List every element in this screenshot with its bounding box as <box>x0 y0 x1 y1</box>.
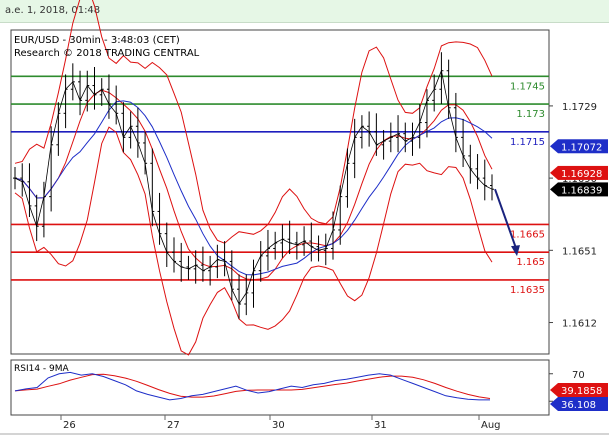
price-tag <box>558 165 608 180</box>
x-tick-label: 31 <box>374 420 387 431</box>
rsi-tag <box>558 397 608 411</box>
rsi-line <box>14 371 490 401</box>
price-panel-frame <box>10 29 550 355</box>
forecast-arrow-line <box>494 188 517 249</box>
y-tick-label: 1.1651 <box>562 246 597 257</box>
y-tick-label: 1.1729 <box>562 102 597 113</box>
chart-subtitle: Research © 2018 TRADING CENTRAL <box>14 48 200 59</box>
level-label: 1.1665 <box>510 229 545 240</box>
price-tag-label: 1.17072 <box>561 142 602 153</box>
rsi-tag <box>558 383 608 397</box>
price-tag-label: 1.16928 <box>561 169 602 180</box>
bollinger-lower-band <box>14 126 493 356</box>
price-tag-pointer <box>550 165 558 180</box>
rsi-tag-pointer <box>550 397 558 411</box>
y-tick-label: 1.1612 <box>562 319 597 330</box>
rsi-label: RSI14 - 9MA <box>14 364 70 374</box>
price-tag-pointer <box>550 139 558 154</box>
x-tick-label: 27 <box>167 420 180 431</box>
bollinger-upper-band <box>14 0 493 244</box>
rsi-tag-label: 39.1858 <box>561 386 602 397</box>
price-line <box>14 69 493 305</box>
level-label: 1.165 <box>516 257 545 268</box>
chart-title: EUR/USD - 30min - 3:48:03 (CET) <box>14 35 180 46</box>
x-tick-label: 26 <box>63 420 76 431</box>
timestamp-text: a.e. 1, 2018, 01:48 <box>5 5 101 16</box>
price-tag <box>558 182 608 197</box>
price-tag-pointer <box>550 182 558 197</box>
rsi-tag-label: 36.108 <box>561 400 596 411</box>
price-tag-label: 1.16839 <box>561 185 602 196</box>
x-tick-label: 30 <box>272 420 285 431</box>
forecast-arrow-head <box>511 245 520 257</box>
timestamp-bar: a.e. 1, 2018, 01:48 <box>0 0 609 23</box>
rsi-panel-frame <box>10 359 550 416</box>
x-tick-label: Aug <box>481 420 501 431</box>
level-label: 1.1745 <box>510 81 545 92</box>
rsi-y-tick-label: 70 <box>572 370 585 381</box>
price-tag <box>558 139 608 154</box>
level-label: 1.1635 <box>510 285 545 296</box>
level-label: 1.173 <box>516 109 545 120</box>
rsi-tag-pointer <box>550 383 558 397</box>
level-label: 1.1715 <box>510 137 545 148</box>
